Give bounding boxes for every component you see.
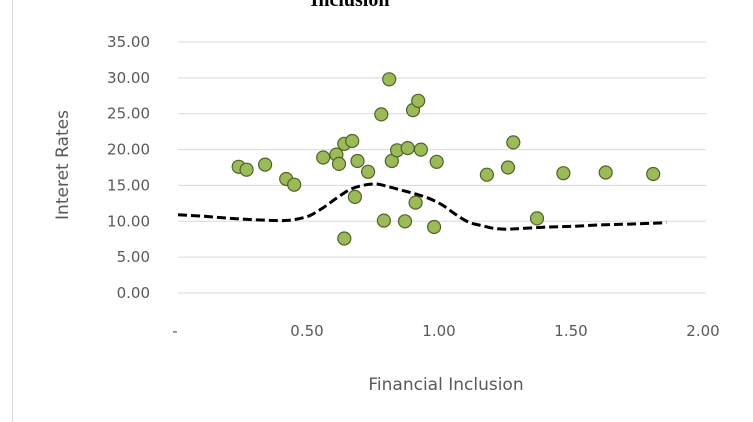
y-tick-label: 35.00 <box>107 33 150 51</box>
chart-title: Inclusion <box>311 0 390 11</box>
y-tick-label: 0.00 <box>117 284 150 302</box>
data-point <box>529 211 545 226</box>
data-point <box>646 166 661 182</box>
y-tick-label: 15.00 <box>107 176 150 194</box>
data-point <box>479 167 494 182</box>
data-point <box>316 150 331 165</box>
y-tick-label: 30.00 <box>107 69 150 87</box>
data-point <box>287 177 302 192</box>
data-point <box>382 72 397 87</box>
data-point <box>397 214 413 229</box>
data-point <box>400 141 415 156</box>
data-point <box>258 157 273 172</box>
y-tick-label: 25.00 <box>107 105 150 123</box>
data-point <box>500 160 516 175</box>
data-points <box>231 72 661 246</box>
data-point <box>239 162 254 177</box>
y-tick-label: 10.00 <box>107 212 150 230</box>
data-point <box>350 153 365 169</box>
x-axis-label: Financial Inclusion <box>368 375 523 395</box>
data-point <box>413 142 428 157</box>
trend-line-path <box>177 182 667 231</box>
data-point <box>345 133 360 149</box>
data-point <box>429 154 444 169</box>
x-tick-label: 1.00 <box>422 322 455 340</box>
x-tick-label: 1.50 <box>554 322 587 340</box>
data-point <box>411 93 426 108</box>
data-point <box>347 189 362 204</box>
y-axis-ticks: 0.00 5.00 10.00 15.00 20.00 25.00 30.00 35.00 <box>107 33 150 302</box>
data-point <box>361 164 376 179</box>
data-point <box>556 166 571 181</box>
data-point <box>408 195 423 210</box>
data-point <box>337 231 352 246</box>
x-tick-label: - <box>172 322 177 340</box>
data-point <box>506 135 521 150</box>
x-axis-ticks: - 0.50 1.00 1.50 2.00 <box>172 322 719 340</box>
x-tick-label: 2.00 <box>686 322 719 340</box>
data-point <box>598 165 613 180</box>
x-tick-label: 0.50 <box>290 322 323 340</box>
gridlines <box>178 41 706 294</box>
trend-line <box>177 182 667 231</box>
data-point <box>427 219 442 235</box>
data-point <box>331 156 347 171</box>
y-tick-label: 5.00 <box>117 248 150 266</box>
data-point <box>376 213 391 228</box>
y-tick-label: 20.00 <box>107 141 150 159</box>
data-point <box>374 107 389 122</box>
y-axis-label: Interet Rates <box>53 110 73 220</box>
